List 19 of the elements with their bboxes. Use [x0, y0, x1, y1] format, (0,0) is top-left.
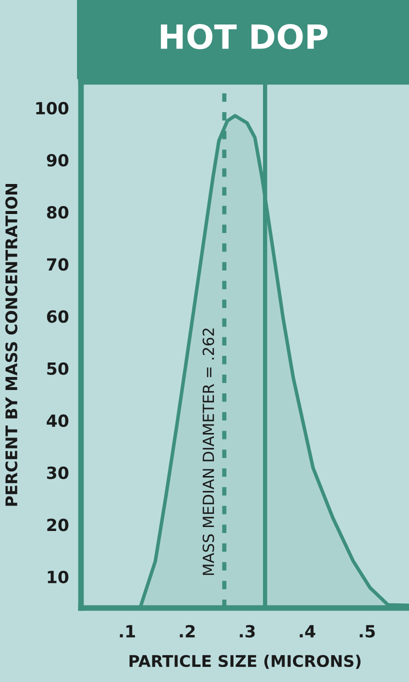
y-tick-label: 20 — [47, 518, 68, 532]
x-axis-title: PARTICLE SIZE (MICRONS) — [130, 654, 361, 669]
y-axis-title: PERCENT BY MASS CONCENTRATION — [5, 184, 18, 506]
y-tick-label: 50 — [47, 362, 68, 375]
y-tick-label: 70 — [47, 258, 68, 271]
y-tick-label: 30 — [47, 466, 68, 480]
x-tick-label: .5 — [360, 625, 375, 638]
y-tick-label: 10 — [48, 570, 68, 584]
ref-line-label: MASS MEDIAN DIAMETER = .262 — [202, 328, 214, 575]
chart-title: HOT DOP — [160, 24, 328, 50]
x-tick-label: .2 — [180, 624, 195, 638]
y-tick-label: 80 — [47, 206, 68, 219]
y-tick-label: 40 — [46, 414, 68, 428]
y-tick-label: 90 — [46, 154, 68, 167]
x-tick-label: .3 — [240, 624, 255, 638]
y-tick-label: 100 — [36, 102, 68, 114]
y-tick-label: 60 — [47, 310, 68, 323]
x-tick-label: .1 — [120, 625, 135, 638]
x-tick-label: .4 — [300, 625, 316, 638]
